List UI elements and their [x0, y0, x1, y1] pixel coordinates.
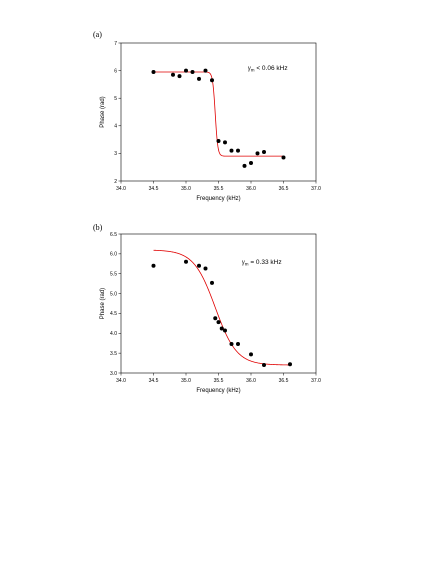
gamma-symbol: γ [248, 64, 251, 72]
data-point [210, 280, 214, 285]
annotation-text: < 0.06 kHz [255, 65, 288, 72]
fit-curve [153, 71, 284, 157]
y-tick-label: 3.0 [110, 371, 117, 377]
plot-frame [120, 233, 317, 374]
linewidth-annotation: γm = 0.33 kHz [242, 258, 282, 267]
y-tick-label: 6 [114, 68, 117, 74]
y-axis-label: Phase (rad) [100, 96, 106, 127]
data-point [229, 342, 234, 347]
y-tick-label: 3 [114, 151, 117, 157]
y-axis-label: Phase (rad) [100, 288, 106, 319]
data-point [223, 140, 227, 145]
x-tick-label: 35.0 [181, 378, 191, 384]
x-tick-label: 34.5 [149, 186, 159, 192]
data-point [236, 342, 240, 347]
plot-frame [120, 42, 317, 182]
data-point [210, 78, 214, 83]
data-point [151, 263, 156, 268]
y-tick-label: 4 [114, 124, 117, 130]
y-tick-label: 3.5 [110, 351, 117, 357]
data-point [213, 316, 218, 321]
data-point [197, 76, 201, 81]
gamma-subscript: m [245, 262, 249, 267]
x-tick-label: 34.0 [116, 378, 126, 384]
data-point [184, 259, 188, 264]
gamma-symbol: γ [242, 258, 245, 266]
x-axis-label: Frequency (kHz) [196, 388, 240, 394]
y-tick-label: 2 [114, 179, 117, 185]
y-tick-label: 6.0 [110, 252, 117, 258]
x-tick-label: 36.5 [279, 378, 289, 384]
panel-label: (a) [93, 30, 102, 39]
data-point [197, 263, 201, 268]
y-tick-label: 4.0 [110, 331, 117, 337]
x-tick-label: 34.5 [149, 378, 159, 384]
data-point [255, 151, 260, 156]
linewidth-annotation: γm < 0.06 kHz [248, 64, 288, 73]
y-tick-label: 5.0 [110, 291, 117, 297]
data-point [223, 328, 227, 333]
data-point [184, 68, 188, 73]
fit-curve [153, 249, 291, 366]
data-point [249, 161, 253, 166]
data-point [249, 352, 253, 357]
y-tick-label: 7 [114, 41, 117, 47]
data-point [216, 320, 221, 325]
x-tick-label: 36.0 [246, 378, 256, 384]
panel-label: (b) [93, 223, 103, 232]
data-point [281, 155, 286, 160]
x-tick-label: 35.0 [181, 186, 191, 192]
x-tick-label: 37.0 [311, 378, 321, 384]
data-point [151, 69, 156, 74]
data-point [219, 326, 224, 331]
x-axis-label: Frequency (kHz) [196, 196, 240, 202]
data-point [216, 138, 221, 143]
data-point [236, 148, 240, 153]
y-tick-label: 6.5 [110, 232, 117, 238]
x-tick-label: 34.0 [116, 186, 126, 192]
data-point [229, 148, 234, 153]
data-point [171, 72, 175, 77]
data-point [203, 68, 208, 73]
data-point [190, 69, 195, 74]
data-point [242, 163, 247, 168]
data-point [288, 362, 292, 367]
x-tick-label: 35.5 [214, 186, 224, 192]
x-tick-label: 36.0 [246, 186, 256, 192]
gamma-subscript: m [251, 68, 255, 73]
data-point [203, 266, 208, 271]
y-tick-label: 4.5 [110, 311, 117, 317]
x-tick-label: 36.5 [279, 186, 289, 192]
annotation-text: = 0.33 kHz [249, 259, 282, 266]
y-tick-label: 5 [114, 96, 117, 102]
y-tick-label: 5.5 [110, 272, 117, 278]
data-point [262, 363, 266, 368]
chart-panel-a: (a) 34.0 34.5 35.0 35.5 36.0 36.5 37.0 2 3 4 5 6 7 Fre… [93, 30, 321, 202]
data-point [262, 150, 266, 155]
x-tick-label: 37.0 [311, 186, 321, 192]
chart-panel-b: (b) 34.0 34.5 35.0 35.5 36.0 36.5 37.0 3.0 3.5 4.0… [93, 223, 321, 394]
data-point [177, 74, 182, 79]
x-tick-label: 35.5 [214, 378, 224, 384]
